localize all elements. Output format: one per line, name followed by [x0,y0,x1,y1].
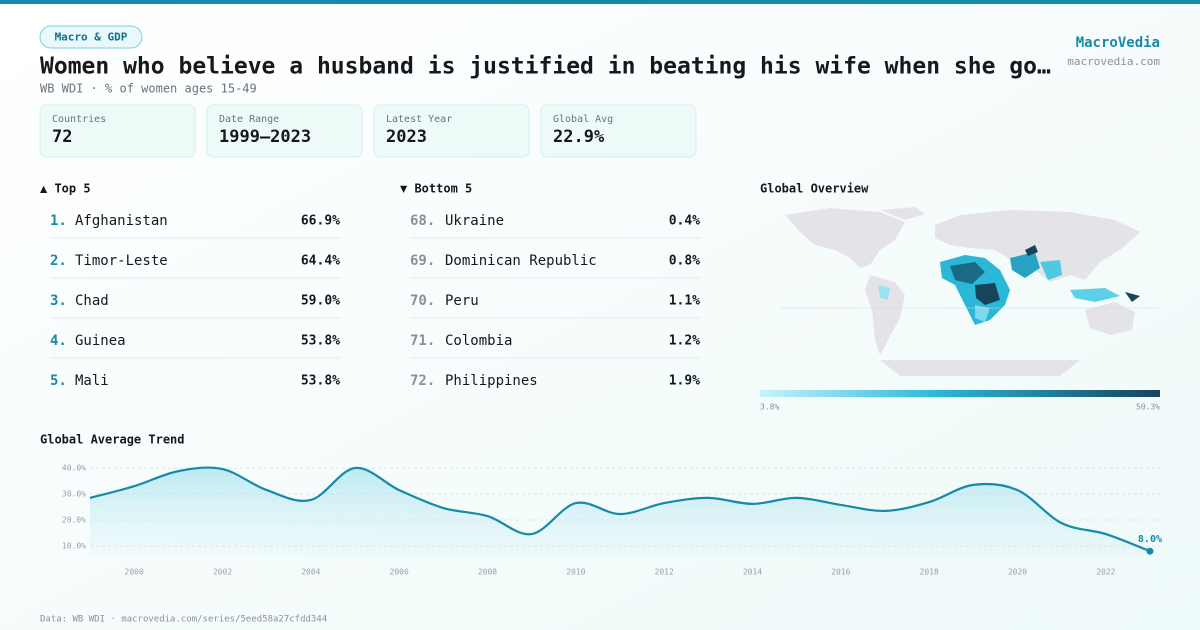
country-value: 1.1% [669,294,700,309]
x-tick-label: 2000 [125,568,144,577]
country-value: 53.8% [301,374,340,389]
x-tick-label: 2012 [655,568,674,577]
x-tick-label: 2006 [390,568,409,577]
end-point [1146,547,1154,555]
stat-value: 1999–2023 [219,127,311,147]
country-value: 64.4% [301,254,340,269]
country-name: Timor-Leste [75,253,168,269]
x-tick-label: 2018 [920,568,939,577]
x-tick-label: 2014 [743,568,762,577]
rank: 72. [410,373,435,389]
stat-value: 72 [52,127,72,147]
rank: 70. [410,293,435,309]
title: Women who believe a husband is justified… [40,54,1051,80]
country-name: Dominican Republic [445,253,597,269]
rank: 68. [410,213,435,229]
stat-card [373,104,530,158]
world-map [780,207,1160,376]
rank: 5. [50,373,67,389]
trend-line [89,466,1151,553]
rank: 3. [50,293,67,309]
stat-label: Global Avg [553,114,613,125]
x-tick-label: 2016 [831,568,850,577]
chart-title: Global Average Trend [40,433,185,447]
x-tick-label: 2022 [1096,568,1115,577]
country-name: Guinea [75,333,126,349]
rank: 2. [50,253,67,269]
rank: 71. [410,333,435,349]
country-name: Colombia [445,333,512,349]
country-value: 59.0% [301,294,340,309]
stat-card [39,104,196,158]
x-tick-label: 2010 [566,568,585,577]
y-tick-label: 10.0% [62,542,86,551]
y-tick-label: 20.0% [62,516,86,525]
country-name: Peru [445,293,479,309]
country-value: 1.2% [669,334,700,349]
tag-pill [39,25,143,49]
x-tick-label: 2004 [301,568,320,577]
footer: Data: WB WDI · macrovedia.com/series/5ee… [40,615,327,625]
country-value: 0.4% [669,214,700,229]
subtitle: WB WDI · % of women ages 15-49 [40,82,257,96]
country-value: 66.9% [301,214,340,229]
rank: 1. [50,213,67,229]
country-value: 53.8% [301,334,340,349]
legend-max: 50.3% [1136,403,1160,412]
stat-value: 2023 [386,127,427,147]
x-tick-label: 2002 [213,568,232,577]
stat-card [206,104,363,158]
x-tick-label: 2008 [478,568,497,577]
site: macrovedia.com [1067,55,1160,68]
stat-label: Date Range [219,114,279,125]
stat-label: Latest Year [386,114,452,125]
country-value: 0.8% [669,254,700,269]
trend-area [90,467,1150,557]
top-title: ▲ Top 5 [40,182,91,196]
value-label: 8.0% [1138,534,1162,545]
country-name: Afghanistan [75,213,168,229]
stat-card [540,104,697,158]
country-name: Ukraine [445,213,504,229]
top-bar [0,0,1200,4]
y-tick-label: 30.0% [62,490,86,499]
brand: MacroVedia [1076,35,1160,51]
country-name: Chad [75,293,109,309]
stat-value: 22.9% [553,127,605,147]
rank: 4. [50,333,67,349]
bottom-title: ▼ Bottom 5 [400,182,472,196]
country-name: Mali [75,373,109,389]
map-title: Global Overview [760,182,869,196]
country-value: 1.9% [669,374,700,389]
legend-min: 3.8% [760,403,779,412]
rank: 69. [410,253,435,269]
legend-gradient [760,390,1160,397]
y-tick-label: 40.0% [62,464,86,473]
x-tick-label: 2020 [1008,568,1027,577]
tag: Macro & GDP [55,31,128,44]
stat-label: Countries [52,114,106,125]
country-name: Philippines [445,373,538,389]
